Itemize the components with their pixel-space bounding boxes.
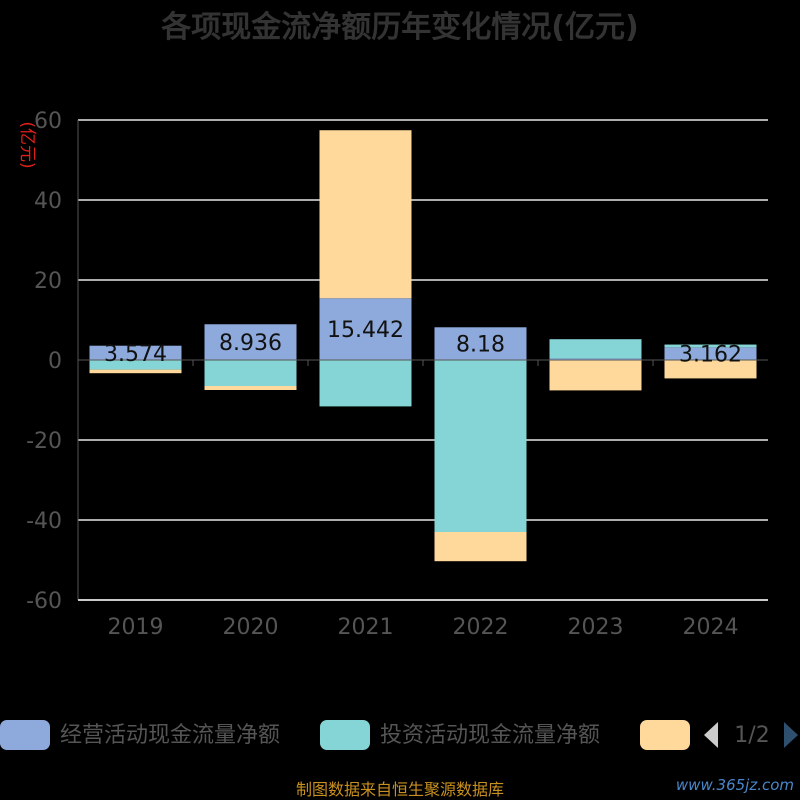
bar-series1-2022 xyxy=(434,360,527,532)
y-tick-label: -60 xyxy=(26,589,62,614)
data-label: 3.162 xyxy=(679,343,742,368)
bar-series0-2024 xyxy=(664,347,757,360)
legend-pager: 1/2 xyxy=(704,722,798,748)
bar-series2-2023 xyxy=(549,360,642,391)
axes: 60 40 20 0 -20 -40 -60 2019 2020 2021 2022 2023 2024 xyxy=(26,109,768,640)
watermark: www.365jz.com xyxy=(676,776,794,794)
bars xyxy=(89,130,757,562)
bar-series2-2024 xyxy=(664,360,757,379)
bar-series1-2024 xyxy=(664,344,757,348)
bar-series1-2023 xyxy=(549,339,642,359)
x-tick-label: 2021 xyxy=(338,615,394,640)
bar-series0-2022 xyxy=(434,327,527,360)
bar-series2-2022 xyxy=(434,532,527,562)
grid xyxy=(78,119,768,601)
bar-series2-2020 xyxy=(204,386,297,390)
legend-swatch[interactable] xyxy=(0,720,50,750)
bar-series2-2021 xyxy=(319,130,412,299)
data-label: 15.442 xyxy=(327,318,404,343)
y-tick-label: -40 xyxy=(26,509,62,534)
legend-label[interactable]: 经营活动现金流量净额 xyxy=(60,723,280,748)
data-label: 8.936 xyxy=(219,331,282,356)
data-source-note: 制图数据来自恒生聚源数据库 xyxy=(296,780,504,799)
chart-title: 各项现金流净额历年变化情况(亿元) xyxy=(160,10,638,45)
data-label: 3.574 xyxy=(104,342,167,367)
legend-label[interactable]: 投资活动现金流量净额 xyxy=(380,723,600,748)
x-tick-label: 2020 xyxy=(223,615,279,640)
legend-page-indicator: 1/2 xyxy=(734,723,769,748)
y-tick-label: 60 xyxy=(34,109,62,134)
bar-series2-2019 xyxy=(89,369,182,374)
x-tick-label: 2024 xyxy=(683,615,739,640)
y-axis-unit-label: (亿元) xyxy=(17,121,37,168)
legend-next-icon[interactable] xyxy=(784,722,798,748)
bar-series1-2019 xyxy=(89,360,182,370)
bar-series0-2021 xyxy=(319,298,412,360)
bar-series0-2019 xyxy=(89,345,182,360)
legend: 经营活动现金流量净额 投资活动现金流量净额 xyxy=(0,720,690,750)
y-tick-label: -20 xyxy=(26,429,62,454)
y-tick-label: 0 xyxy=(48,349,62,374)
bar-series1-2020 xyxy=(204,360,297,386)
y-tick-label: 20 xyxy=(34,269,62,294)
y-tick-label: 40 xyxy=(34,189,62,214)
x-tick-label: 2019 xyxy=(108,615,164,640)
x-tick-label: 2023 xyxy=(568,615,624,640)
x-tick-label: 2022 xyxy=(453,615,509,640)
legend-swatch[interactable] xyxy=(320,720,370,750)
bar-series0-2020 xyxy=(204,324,297,360)
data-labels: 3.574 8.936 15.442 8.18 3.162 xyxy=(104,318,742,368)
legend-prev-icon[interactable] xyxy=(704,722,718,748)
legend-swatch[interactable] xyxy=(640,720,690,750)
data-label: 8.18 xyxy=(456,333,505,358)
bar-series1-2021 xyxy=(319,360,412,407)
bar-series0-2023 xyxy=(549,358,642,360)
